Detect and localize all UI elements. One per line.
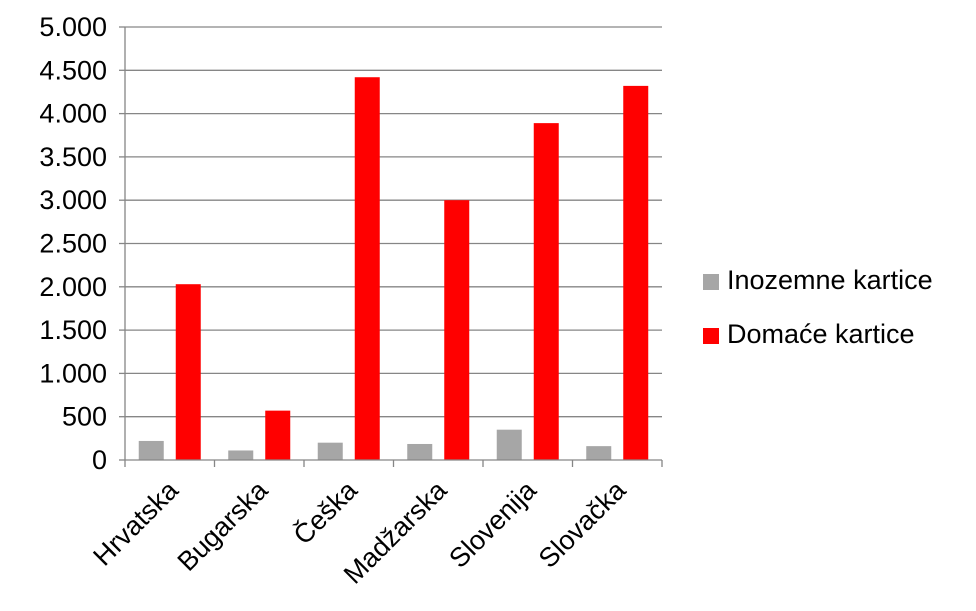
bar-domace-0 <box>175 284 201 460</box>
y-tick-label: 1.000 <box>39 358 107 388</box>
bar-domace-1 <box>265 410 291 460</box>
x-tick-label: Bugarska <box>172 474 275 577</box>
bar-domace-3 <box>444 200 470 460</box>
y-tick-label: 3.000 <box>39 185 107 215</box>
y-tick-label: 3.500 <box>39 142 107 172</box>
y-tick-label: 0 <box>92 445 107 475</box>
bar-inozemne-2 <box>317 442 343 460</box>
bar-inozemne-1 <box>228 450 254 460</box>
bar-inozemne-3 <box>407 443 433 460</box>
bar-inozemne-5 <box>586 446 612 460</box>
legend-label: Inozemne kartice <box>727 265 933 295</box>
bars <box>138 77 649 460</box>
legend-swatch <box>703 274 719 290</box>
legend-swatch <box>703 328 719 344</box>
y-tick-label: 5.000 <box>39 12 107 42</box>
y-tick-label: 4.500 <box>39 55 107 85</box>
y-tick-label: 4.000 <box>39 99 107 129</box>
legend: Inozemne kartice Domaće kartice <box>703 265 933 349</box>
bar-domace-4 <box>533 123 559 460</box>
gridlines <box>125 26 662 418</box>
bar-inozemne-4 <box>496 429 522 460</box>
y-tick-label: 500 <box>62 402 107 432</box>
legend-label: Domaće kartice <box>727 319 915 349</box>
x-tick-label: Hrvatska <box>87 474 184 571</box>
y-tick-label: 2.500 <box>39 229 107 259</box>
y-tick-labels: 0 500 1.000 1.500 2.000 2.500 3.000 3.500 4.000 4… <box>39 12 107 475</box>
bar-inozemne-0 <box>138 440 164 460</box>
x-tick-label: Slovenija <box>443 474 542 573</box>
axes <box>119 26 663 467</box>
x-tick-label: Slovačka <box>533 474 632 573</box>
x-tick-label: Češka <box>287 474 364 551</box>
y-tick-label: 2.000 <box>39 272 107 302</box>
bar-domace-2 <box>354 77 380 460</box>
y-tick-label: 1.500 <box>39 315 107 345</box>
bar-domace-5 <box>623 85 649 460</box>
